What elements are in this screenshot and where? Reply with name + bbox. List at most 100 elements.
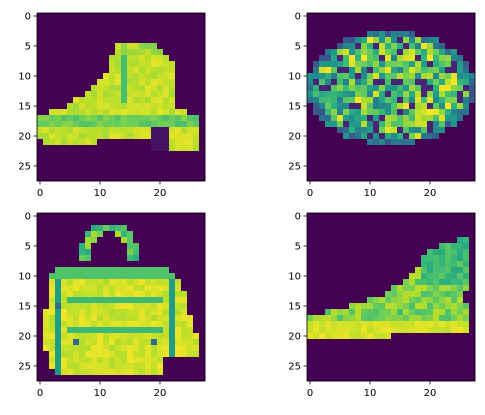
- pixel: [73, 303, 80, 310]
- pixel: [85, 327, 92, 334]
- pixel: [109, 97, 116, 104]
- pixel: [403, 103, 410, 110]
- pixel: [55, 321, 62, 328]
- pixel: [49, 291, 56, 298]
- pixel: [367, 55, 374, 62]
- pixel: [433, 327, 440, 334]
- pixel: [325, 103, 332, 110]
- pixel: [193, 273, 200, 280]
- pixel: [157, 25, 164, 32]
- pixel: [319, 369, 326, 376]
- pixel: [163, 279, 170, 286]
- pixel: [331, 37, 338, 44]
- pixel: [391, 121, 398, 128]
- pixel: [355, 285, 362, 292]
- pixel: [331, 145, 338, 152]
- pixel: [313, 175, 320, 182]
- pixel: [151, 237, 158, 244]
- pixel: [187, 291, 194, 298]
- pixel: [367, 145, 374, 152]
- pixel: [109, 297, 116, 304]
- pixel: [325, 13, 332, 20]
- pixel: [307, 85, 314, 92]
- pixel: [37, 37, 44, 44]
- pixel: [421, 85, 428, 92]
- pixel: [331, 25, 338, 32]
- pixel: [361, 97, 368, 104]
- pixel: [361, 351, 368, 358]
- pixel: [397, 321, 404, 328]
- pixel: [403, 363, 410, 370]
- pixel: [355, 291, 362, 298]
- pixel: [463, 309, 470, 316]
- pixel: [463, 133, 470, 140]
- pixel: [403, 157, 410, 164]
- pixel: [319, 375, 326, 382]
- pixel: [193, 139, 200, 146]
- pixel: [445, 237, 452, 244]
- pixel: [355, 133, 362, 140]
- pixel: [199, 175, 206, 182]
- pixel: [181, 139, 188, 146]
- pixel: [151, 145, 158, 152]
- pixel: [349, 73, 356, 80]
- pixel: [397, 315, 404, 322]
- pixel: [121, 237, 128, 244]
- pixel: [445, 231, 452, 238]
- pixel: [181, 225, 188, 232]
- pixel: [343, 303, 350, 310]
- pixel: [379, 261, 386, 268]
- pixel: [415, 291, 422, 298]
- pixel: [55, 157, 62, 164]
- pixel: [139, 61, 146, 68]
- pixel: [379, 91, 386, 98]
- pixel: [43, 19, 50, 26]
- pixel: [409, 61, 416, 68]
- pixel: [79, 225, 86, 232]
- pixel: [391, 321, 398, 328]
- pixel: [457, 37, 464, 44]
- pixel: [433, 219, 440, 226]
- pixel: [439, 13, 446, 20]
- pixel: [319, 333, 326, 340]
- pixel: [385, 97, 392, 104]
- pixel: [61, 175, 68, 182]
- pixel: [331, 327, 338, 334]
- pixel: [49, 249, 56, 256]
- pixel: [121, 249, 128, 256]
- pixel: [115, 369, 122, 376]
- pixel: [337, 67, 344, 74]
- pixel: [337, 127, 344, 134]
- pixel: [169, 73, 176, 80]
- pixel: [85, 73, 92, 80]
- pixel: [457, 85, 464, 92]
- pixel: [49, 139, 56, 146]
- pixel: [199, 43, 206, 50]
- pixel: [343, 291, 350, 298]
- pixel: [451, 369, 458, 376]
- pixel: [355, 363, 362, 370]
- pixel: [361, 237, 368, 244]
- axes-frame: [306, 212, 476, 382]
- pixel: [115, 157, 122, 164]
- pixel: [79, 127, 86, 134]
- pixel: [175, 67, 182, 74]
- pixel: [73, 357, 80, 364]
- pixel: [97, 67, 104, 74]
- pixel: [385, 357, 392, 364]
- pixel: [145, 357, 152, 364]
- pixel: [187, 225, 194, 232]
- pixel: [181, 243, 188, 250]
- pixel: [163, 363, 170, 370]
- pixel: [151, 109, 158, 116]
- pixel: [139, 231, 146, 238]
- pixel: [139, 49, 146, 56]
- pixel: [445, 67, 452, 74]
- pixel: [133, 133, 140, 140]
- pixel: [145, 345, 152, 352]
- pixel: [109, 73, 116, 80]
- pixel: [319, 61, 326, 68]
- pixel: [37, 279, 44, 286]
- pixel: [415, 255, 422, 262]
- pixel: [391, 103, 398, 110]
